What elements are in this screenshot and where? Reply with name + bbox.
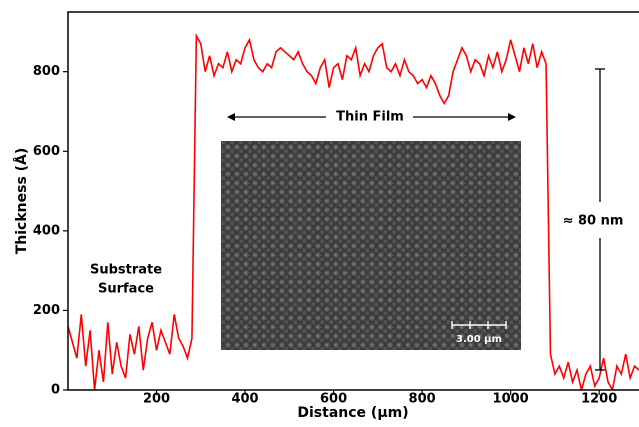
x-tick-label: 200 <box>143 392 170 407</box>
x-tick-label: 1000 <box>493 392 529 407</box>
sem-inset <box>221 141 521 350</box>
y-tick-label: 400 <box>33 223 60 238</box>
profile-line <box>68 32 639 390</box>
y-tick-label: 200 <box>33 303 60 318</box>
arrow-head <box>508 113 516 121</box>
scale-bar <box>451 321 507 329</box>
x-tick-label: 1200 <box>581 392 617 407</box>
x-tick-label: 600 <box>320 392 347 407</box>
y-tick-label: 800 <box>33 64 60 79</box>
arrow-head <box>227 113 235 121</box>
axes-frame <box>67 11 639 391</box>
y-tick-label: 600 <box>33 144 60 159</box>
substrate-label: Surface <box>98 282 154 297</box>
y-tick-label: 0 <box>51 383 60 398</box>
y-axis-title: Thickness (Å) <box>13 148 30 255</box>
x-axis-title: Distance (µm) <box>297 405 408 421</box>
scale-bar-label: 3.00 µm <box>456 334 502 345</box>
x-tick-label: 400 <box>231 392 258 407</box>
thin-film-label: Thin Film <box>336 110 404 125</box>
x-tick-label: 800 <box>409 392 436 407</box>
step-label: ≈ 80 nm <box>563 214 624 229</box>
substrate-label: Substrate <box>90 263 162 278</box>
